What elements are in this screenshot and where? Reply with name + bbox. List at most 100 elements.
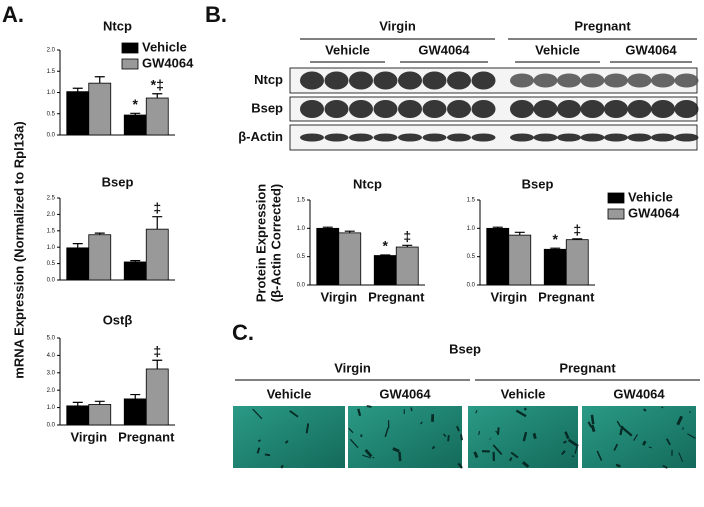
bar	[89, 404, 111, 425]
error-bar	[73, 88, 83, 91]
blot-band	[325, 72, 349, 90]
legend-label: Vehicle	[142, 39, 187, 54]
micrograph-texture	[616, 465, 620, 466]
treatment-label: Vehicle	[325, 42, 370, 57]
x-tick-label: Virgin	[70, 429, 107, 444]
y-tick-label: 0.5	[47, 261, 56, 267]
bar	[146, 229, 168, 280]
bar	[124, 262, 146, 280]
blot-band	[675, 74, 699, 88]
blot-band	[581, 100, 605, 118]
bar	[374, 256, 396, 285]
micrograph-texture	[421, 423, 422, 424]
y-tick-label: 1.5	[47, 69, 56, 75]
blot-band	[423, 134, 447, 142]
bar	[339, 233, 361, 285]
blot-band	[349, 100, 373, 118]
y-axis-label: (β-Actin Corrected)	[268, 184, 283, 302]
blot-band	[349, 72, 373, 90]
blot-band	[534, 134, 558, 142]
treatment-label: GW4064	[625, 42, 677, 57]
treatment-label: GW4064	[613, 386, 665, 401]
micrograph-texture	[690, 412, 691, 413]
blot-band	[398, 134, 422, 142]
blot-band	[628, 100, 652, 118]
bar	[89, 83, 111, 135]
micrograph	[348, 406, 462, 468]
bar	[89, 235, 111, 280]
y-tick-label: 1.0	[47, 405, 56, 411]
blot-band	[557, 74, 581, 88]
micrograph-texture	[525, 408, 526, 410]
blot-band	[651, 74, 675, 88]
error-bar	[95, 401, 105, 404]
y-tick-label: 1.0	[47, 90, 56, 96]
error-bar	[152, 94, 162, 98]
error-bar	[152, 360, 162, 369]
significance-mark: *	[133, 96, 139, 112]
blot-band	[398, 100, 422, 118]
blot-band	[651, 100, 675, 118]
error-bar	[130, 395, 140, 399]
y-tick-label: 0.0	[47, 133, 56, 139]
blot-band	[675, 134, 699, 142]
legend-swatch	[122, 59, 138, 69]
y-tick-label: 0.5	[47, 111, 56, 117]
legend-swatch	[608, 193, 624, 203]
micrograph-texture	[399, 452, 400, 461]
significance-mark: *‡	[151, 76, 164, 92]
panel-label: A.	[2, 2, 24, 27]
bar	[146, 369, 168, 425]
chart-title: Ntcp	[103, 18, 132, 33]
micrograph-texture	[461, 434, 462, 440]
y-tick-label: 2.0	[47, 212, 56, 218]
bar	[317, 228, 339, 285]
y-tick-label: 1.0	[47, 245, 56, 251]
micrograph-texture	[592, 425, 594, 432]
blot-band	[447, 134, 471, 142]
y-tick-label: 0.0	[297, 283, 306, 289]
bar	[124, 399, 146, 425]
micrograph-texture	[662, 407, 663, 408]
blot-band	[581, 134, 605, 142]
blot-band	[510, 74, 534, 88]
chart-title: Ostβ	[103, 312, 133, 327]
significance-mark: ‡	[153, 343, 161, 359]
treatment-label: Vehicle	[501, 386, 546, 401]
blot-row-label: Bsep	[251, 100, 283, 115]
blot-band	[604, 100, 628, 118]
error-bar	[73, 402, 83, 405]
blot-band	[374, 100, 398, 118]
micrograph-texture	[572, 456, 574, 457]
blot-band	[472, 134, 496, 142]
micrograph-texture	[683, 427, 684, 429]
micrograph-texture	[367, 406, 372, 407]
micrograph-texture	[448, 435, 449, 441]
y-tick-label: 0.0	[47, 278, 56, 284]
bar	[67, 92, 89, 135]
legend-swatch	[122, 43, 138, 53]
legend-label: Vehicle	[628, 189, 673, 204]
blot-band	[557, 100, 581, 118]
y-tick-label: 5.0	[47, 336, 56, 342]
bar	[396, 247, 418, 285]
y-axis-label: mRNA Expression (Normalized to Rpl13a)	[11, 121, 26, 378]
blot-band	[374, 134, 398, 142]
treatment-label: GW4064	[379, 386, 431, 401]
x-tick-label: Virgin	[490, 289, 527, 304]
blot-band	[534, 100, 558, 118]
chart-title: Ntcp	[353, 176, 382, 191]
bar	[509, 235, 531, 285]
blot-band	[581, 74, 605, 88]
blot-band	[510, 100, 534, 118]
panel-c-title: Bsep	[449, 341, 481, 356]
blot-band	[472, 72, 496, 90]
y-axis-label: Protein Expression	[253, 184, 268, 303]
y-tick-label: 1.5	[47, 228, 56, 234]
significance-mark: ‡	[573, 222, 581, 238]
chart-title: Bsep	[102, 174, 134, 189]
group-label: Pregnant	[574, 18, 631, 33]
y-tick-label: 2.5	[47, 196, 56, 202]
group-label: Pregnant	[559, 360, 616, 375]
